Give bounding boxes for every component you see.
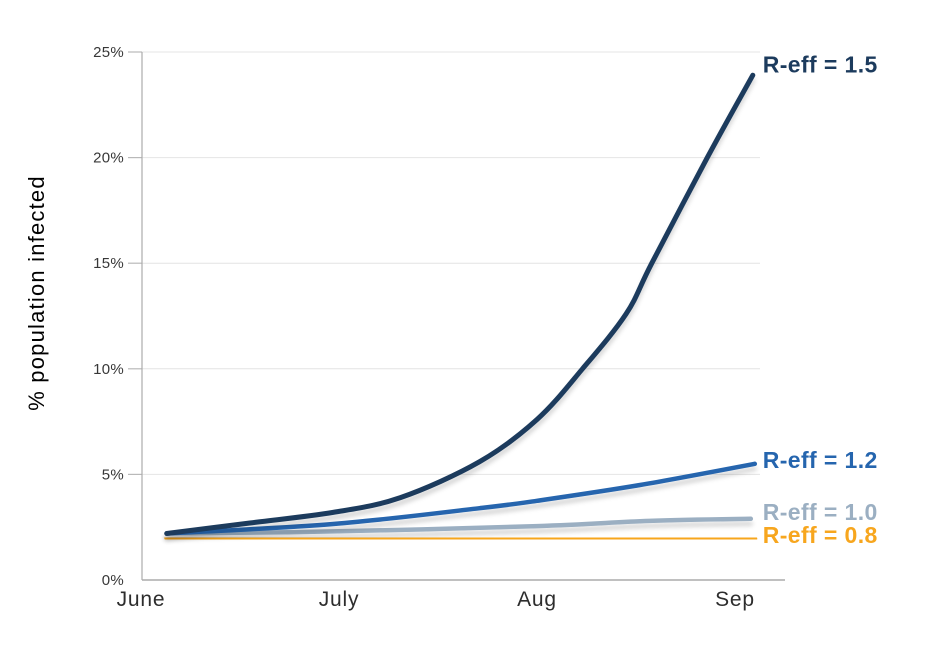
series-end-labels: R-eff = 1.5 R-eff = 1.2 R-eff = 1.0R-eff =… xyxy=(763,52,878,548)
y-tick-label: 15% xyxy=(93,255,124,272)
y-tick-label: 25% xyxy=(93,44,124,61)
y-tick-label: 0% xyxy=(102,572,124,589)
gridlines xyxy=(142,51,760,475)
axes xyxy=(128,51,785,581)
y-tick-label: 10% xyxy=(93,361,124,378)
y-tick-label: 5% xyxy=(102,466,124,483)
series-line-r-eff-1-2 xyxy=(164,461,758,536)
x-axis-tick-labels: June July Aug Sep xyxy=(117,588,755,611)
x-tick-label: June xyxy=(117,588,166,611)
series-label-r-eff-1-2: R-eff = 1.2 xyxy=(763,447,878,473)
x-tick-label: Sep xyxy=(715,588,755,611)
series-line-r-eff-1-5 xyxy=(164,72,756,536)
y-axis-title: % population infected xyxy=(24,175,49,411)
series-line-r-eff-1-0 xyxy=(164,516,754,536)
x-tick-label: Aug xyxy=(517,588,557,611)
series-line-r-eff-0-8 xyxy=(164,535,758,542)
series-lines xyxy=(164,72,758,542)
x-tick-label: July xyxy=(319,588,360,611)
series-label-r-eff-1-0: R-eff = 1.0 xyxy=(763,499,878,525)
series-label-r-eff-1-5: R-eff = 1.5 xyxy=(763,52,878,78)
y-axis-tick-labels: 0% 5% 10% 15% 20% 25% xyxy=(93,44,124,589)
y-tick-label: 20% xyxy=(93,150,124,167)
series-label-r-eff-0-8: R-eff = 0.8 xyxy=(763,522,878,548)
